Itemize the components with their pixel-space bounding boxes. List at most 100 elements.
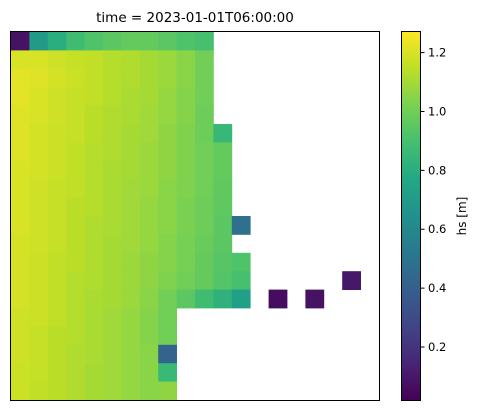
heatmap-cell [195,197,214,217]
heatmap-cell [29,124,49,143]
heatmap-cell [195,124,214,143]
heatmap-cell [66,234,85,254]
heatmap-cell [231,252,251,272]
heatmap-cell [139,105,159,125]
heatmap-cell [121,197,141,217]
heatmap-cell [176,105,196,125]
heatmap-cell [84,252,104,272]
heatmap-cell [121,105,141,125]
heatmap-cell [47,197,67,217]
heatmap-cell [29,234,49,254]
heatmap-cell [47,124,67,143]
heatmap-cell [195,68,214,88]
heatmap-cell [84,50,104,70]
heatmap-cell [139,87,159,106]
heatmap-cell [11,381,30,401]
heatmap-cell [84,105,104,125]
heatmap-cell [195,216,214,235]
heatmap-cell [84,381,104,401]
heatmap-cell [47,363,67,382]
heatmap-cell [158,124,177,143]
heatmap-cell [103,197,122,217]
heatmap-cell [158,87,177,106]
heatmap-cell [158,179,177,198]
heatmap-cell [47,50,67,70]
heatmap-cell [176,142,196,162]
heatmap-cell [121,32,141,51]
heatmap-cell [121,271,141,290]
heatmap-cell [29,381,49,401]
heatmap-cell [305,289,325,309]
heatmap-cell [11,326,30,346]
heatmap-cell [139,197,159,217]
heatmap-cell [103,142,122,162]
heatmap-cell [47,271,67,290]
heatmap-cell [47,160,67,180]
heatmap-cell [47,87,67,106]
heatmap-cell [176,271,196,290]
heatmap-cell [176,234,196,254]
heatmap-cell [121,234,141,254]
heatmap-cell [121,308,141,327]
heatmap-cell [213,179,233,198]
heatmap-cell [11,289,30,309]
heatmap-cell [195,160,214,180]
heatmap-cell [139,32,159,51]
heatmap-cell [84,326,104,346]
heatmap-cell [139,124,159,143]
heatmap-cell [103,105,122,125]
heatmap-cell [195,105,214,125]
heatmap-cells [11,32,361,401]
heatmap-cell [195,32,214,51]
heatmap-cell [84,197,104,217]
heatmap-cell [158,50,177,70]
heatmap-cell [139,289,159,309]
heatmap-cell [84,271,104,290]
heatmap-cell [11,197,30,217]
heatmap-cell [29,271,49,290]
heatmap-cell [47,216,67,235]
heatmap-cell [29,142,49,162]
heatmap-cell [11,179,30,198]
heatmap-cell [11,50,30,70]
heatmap-cell [231,289,251,309]
heatmap-cell [66,197,85,217]
heatmap-cell [121,289,141,309]
heatmap-cell [11,160,30,180]
heatmap-cell [195,50,214,70]
heatmap-cell [47,381,67,401]
heatmap-cell [121,179,141,198]
heatmap-cell [47,252,67,272]
heatmap-cell [47,326,67,346]
heatmap-cell [231,271,251,290]
heatmap-cell [66,344,85,364]
heatmap-cell [84,124,104,143]
heatmap-cell [47,179,67,198]
heatmap-cell [139,326,159,346]
heatmap-cell [158,32,177,51]
heatmap-cell [176,289,196,309]
heatmap-cell [176,197,196,217]
heatmap-cell [84,142,104,162]
heatmap-cell [231,216,251,235]
heatmap-cell [66,179,85,198]
heatmap-cell [103,179,122,198]
heatmap-cell [103,87,122,106]
heatmap-cell [121,344,141,364]
heatmap-cell [66,326,85,346]
heatmap-cell [139,363,159,382]
heatmap-cell [103,50,122,70]
heatmap-cell [11,105,30,125]
heatmap-cell [66,216,85,235]
heatmap-cell [139,216,159,235]
heatmap-cell [342,271,361,290]
heatmap-cell [158,216,177,235]
heatmap-cell [158,197,177,217]
heatmap-cell [103,326,122,346]
heatmap-cell [66,142,85,162]
heatmap-cell [195,271,214,290]
heatmap-cell [213,197,233,217]
heatmap-cell [103,124,122,143]
heatmap-cell [158,252,177,272]
